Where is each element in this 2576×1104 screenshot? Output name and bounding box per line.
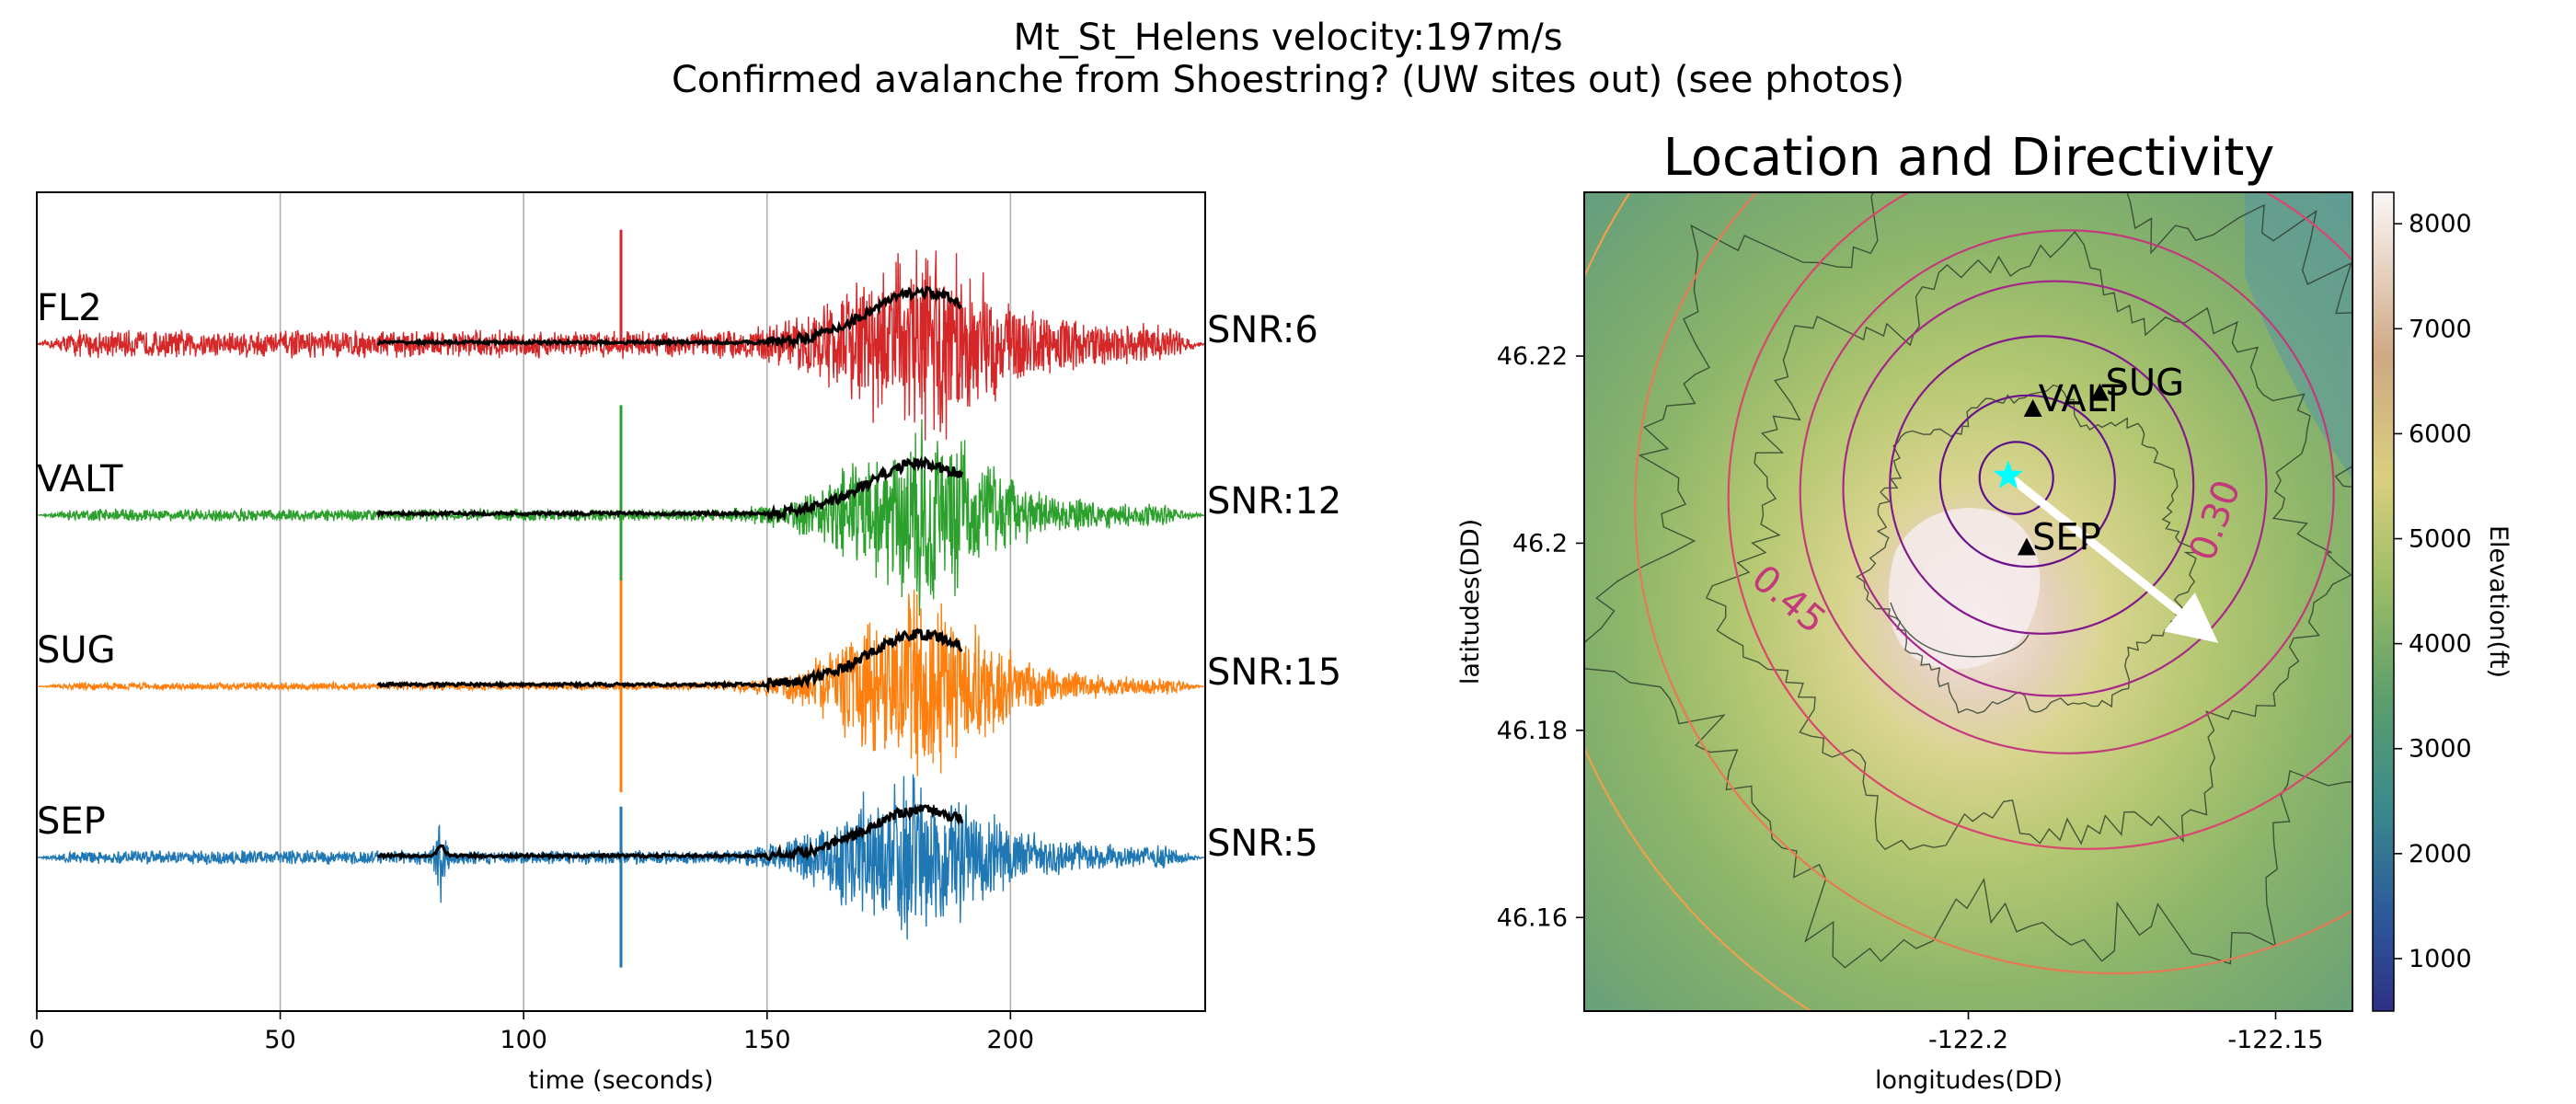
- colorbar-tick-label: 2000: [2409, 840, 2472, 868]
- seismogram-x-tick-label: 50: [264, 1026, 295, 1054]
- colorbar: [2372, 191, 2395, 1012]
- topo-contour: [1705, 230, 2352, 851]
- map-y-tick-label: 46.18: [1497, 717, 1568, 745]
- map-title: Location and Directivity: [1663, 128, 2275, 188]
- seismogram-x-tick-label: 100: [500, 1026, 547, 1054]
- colorbar-ticks: 1000 2000 3000 4000 5000 6000 7000 8000: [2394, 210, 2472, 973]
- envelope-sug: [376, 627, 963, 695]
- figure-subtitle: Confirmed avalanche from Shoestring? (UW…: [671, 59, 1905, 101]
- station-label-fl2: FL2: [37, 287, 102, 329]
- envelope-fl2: [376, 285, 962, 350]
- seismogram-x-label: time (seconds): [528, 1066, 713, 1095]
- seismogram-chart: FL2 SNR:6 VALT SNR:12 SUG SNR:15 SEP SNR:5 0 50 1…: [29, 191, 1341, 1095]
- map-y-tick-label: 46.22: [1497, 342, 1568, 371]
- map-x-label: longitudes(DD): [1875, 1066, 2063, 1095]
- snr-label-fl2: SNR:6: [1207, 309, 1318, 351]
- colorbar-tick-label: 5000: [2409, 525, 2472, 554]
- topo-contour: [1855, 384, 2200, 715]
- directivity-arrow: [2006, 472, 2219, 643]
- directivity-contour: [1799, 229, 2335, 754]
- directivity-contours: [1584, 192, 2352, 1011]
- source-location-star: [1993, 460, 2024, 489]
- lowland-shading-ne: [2245, 192, 2352, 478]
- snr-label-sep: SNR:5: [1207, 822, 1318, 865]
- colorbar-tick-label: 6000: [2409, 420, 2472, 448]
- station-marker-valt: [2023, 398, 2042, 417]
- map-axes: -122.2 -122.15 46.16 46.18 46.2 46.22: [1497, 342, 2324, 1054]
- colorbar-tick-label: 7000: [2409, 315, 2472, 343]
- figure-title: Mt_St_Helens velocity:197m/s: [1013, 17, 1563, 59]
- map-x-tick-label: -122.15: [2227, 1026, 2323, 1054]
- crater-rim-line: [1890, 602, 2030, 658]
- station-name-sep: SEP: [2032, 517, 2101, 559]
- colorbar-tick-label: 3000: [2409, 735, 2472, 764]
- colorbar-tick-label: 1000: [2409, 945, 2472, 973]
- envelope-valt: [375, 455, 963, 523]
- colorbar-tick-label: 8000: [2409, 210, 2472, 238]
- snr-label-sug: SNR:15: [1207, 651, 1341, 694]
- seismogram-x-tick-label: 0: [29, 1026, 44, 1054]
- directivity-map: Location and Directivity 0.300.45VALTSUG…: [1456, 128, 2513, 1095]
- directivity-contour: [1889, 335, 2195, 635]
- seismogram-traces: [36, 229, 1206, 968]
- station-label-sug: SUG: [37, 629, 116, 672]
- directivity-contour: [1842, 280, 2268, 697]
- station-name-valt: VALT: [2039, 378, 2125, 420]
- seismogram-x-tick-label: 150: [743, 1026, 791, 1054]
- directivity-contour: [1978, 441, 2054, 515]
- map-x-tick-label: -122.2: [1928, 1026, 2008, 1054]
- station-name-sug: SUG: [2105, 362, 2184, 405]
- station-marker-sep: [2017, 537, 2036, 556]
- directivity-contour: [1727, 192, 2352, 850]
- map-y-tick-label: 46.2: [1512, 529, 1568, 558]
- seismogram-frame: [36, 191, 1206, 1012]
- topo-contour: [1584, 192, 2352, 969]
- station-marker-sug: [2090, 383, 2110, 401]
- colorbar-tick-label: 4000: [2409, 630, 2472, 659]
- topographic-contours: [1584, 192, 2352, 969]
- envelope-sep: [376, 803, 963, 862]
- map-y-tick-label: 46.16: [1497, 903, 1568, 932]
- colorbar-label: Elevation(ft): [2484, 525, 2513, 678]
- snr-label-valt: SNR:12: [1207, 480, 1341, 523]
- station-label-sep: SEP: [37, 800, 106, 843]
- directivity-contour: [1938, 394, 2116, 569]
- seismogram-labels: FL2 SNR:6 VALT SNR:12 SUG SNR:15 SEP SNR:5: [37, 287, 1341, 865]
- seismogram-x-tick-label: 200: [987, 1026, 1035, 1054]
- seismogram-x-axis: 0 50 100 150 200: [29, 1011, 1034, 1054]
- station-label-valt: VALT: [37, 458, 123, 500]
- map-y-label: latitudes(DD): [1456, 519, 1485, 684]
- directivity-contour: [1634, 192, 2352, 974]
